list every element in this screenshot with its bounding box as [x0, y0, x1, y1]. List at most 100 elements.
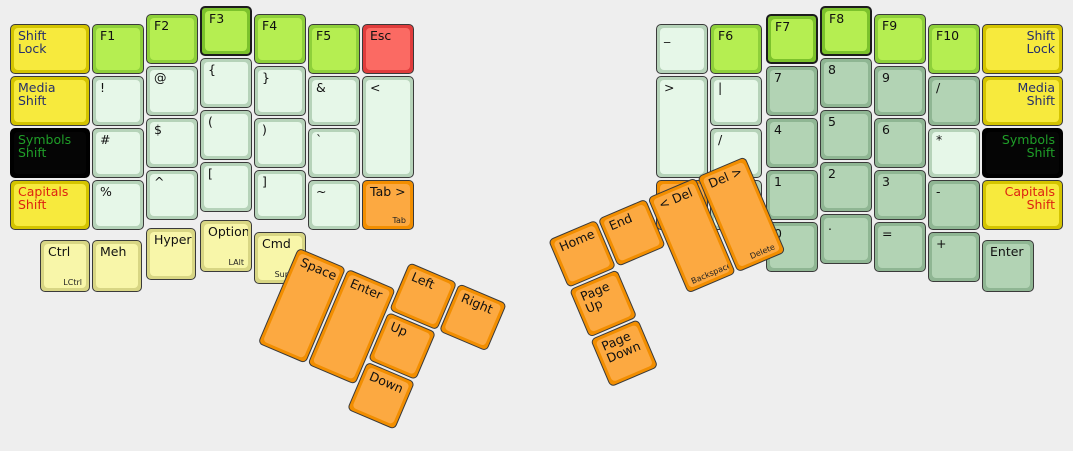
key-legend: 8: [828, 62, 836, 77]
key-key[interactable]: @: [146, 66, 198, 116]
key-key[interactable]: >: [656, 76, 708, 178]
key-shift-lock[interactable]: Shift Lock: [982, 24, 1063, 74]
key-7[interactable]: 7: [766, 66, 818, 116]
key-key[interactable]: ]: [254, 170, 306, 220]
key-legend: ): [262, 122, 267, 137]
key-symbols-shift[interactable]: Symbols Shift: [982, 128, 1063, 178]
key-f5[interactable]: F5: [308, 24, 360, 74]
key-key[interactable]: _: [656, 24, 708, 74]
keycap-surface: [: [204, 166, 248, 208]
key-f10[interactable]: F10: [928, 24, 980, 74]
key-key[interactable]: &: [308, 76, 360, 126]
keycap-surface: 6: [878, 122, 922, 164]
key-key[interactable]: #: [92, 128, 144, 178]
key-capitals-shift[interactable]: Capitals Shift: [982, 180, 1063, 230]
key-key[interactable]: $: [146, 118, 198, 168]
key-legend: Ctrl: [48, 244, 71, 259]
keycap-surface: %: [96, 184, 140, 226]
key-key[interactable]: [: [200, 162, 252, 212]
keycap-surface: Shift Lock: [14, 28, 86, 70]
key-3[interactable]: 3: [874, 170, 926, 220]
key-enter[interactable]: Enter: [982, 240, 1034, 292]
key-shift-lock[interactable]: Shift Lock: [10, 24, 90, 74]
keycap-surface: }: [258, 70, 302, 112]
key-f1[interactable]: F1: [92, 24, 144, 74]
key-legend: F2: [154, 18, 170, 33]
key-media-shift[interactable]: Media Shift: [10, 76, 90, 126]
key-key[interactable]: |: [710, 76, 762, 126]
keycap-surface: F5: [312, 28, 356, 70]
key-legend: Tab >: [370, 184, 406, 199]
key-meh[interactable]: Meh: [92, 240, 142, 292]
key-key[interactable]: !: [92, 76, 144, 126]
key-legend: >: [664, 80, 675, 95]
keycap-surface: Media Shift: [986, 80, 1059, 122]
key-legend: /: [718, 132, 723, 147]
key-f8[interactable]: F8: [820, 6, 872, 56]
key-4[interactable]: 4: [766, 118, 818, 168]
key-legend: Capitals Shift: [18, 184, 69, 212]
key-legend: Media Shift: [18, 80, 56, 108]
key-tab[interactable]: Tab > Tab: [362, 180, 414, 230]
key-legend: Meh: [100, 244, 127, 259]
key-esc[interactable]: Esc: [362, 24, 414, 74]
key-key[interactable]: -: [928, 180, 980, 230]
key-key[interactable]: {: [200, 58, 252, 108]
key-legend: Symbols Shift: [18, 132, 72, 160]
key-key[interactable]: <: [362, 76, 414, 178]
keycap-surface: ]: [258, 174, 302, 216]
key-key[interactable]: /: [928, 76, 980, 126]
key-key[interactable]: ~: [308, 180, 360, 230]
keycap-surface: Shift Lock: [986, 28, 1059, 70]
key-legend: End: [606, 210, 635, 234]
keycap-surface: >: [660, 80, 704, 174]
key-sublegend: LCtrl: [63, 278, 82, 287]
key-key[interactable]: .: [820, 214, 872, 264]
key-6[interactable]: 6: [874, 118, 926, 168]
key-f7[interactable]: F7: [766, 14, 818, 64]
key-f9[interactable]: F9: [874, 14, 926, 64]
key-legend: |: [718, 80, 723, 95]
key-key[interactable]: `: [308, 128, 360, 178]
key-8[interactable]: 8: [820, 58, 872, 108]
keycap-surface: &: [312, 80, 356, 122]
key-legend: Hyper: [154, 232, 192, 247]
keycap-surface: F4: [258, 18, 302, 60]
key-key[interactable]: (: [200, 110, 252, 160]
key-f6[interactable]: F6: [710, 24, 762, 74]
key-2[interactable]: 2: [820, 162, 872, 212]
key-5[interactable]: 5: [820, 110, 872, 160]
keycap-surface: 4: [770, 122, 814, 164]
key-1[interactable]: 1: [766, 170, 818, 220]
key-symbols-shift[interactable]: Symbols Shift: [10, 128, 90, 178]
key-f3[interactable]: F3: [200, 6, 252, 56]
key-ctrl[interactable]: Ctrl LCtrl: [40, 240, 90, 292]
key-legend: 4: [774, 122, 782, 137]
key-legend: -: [936, 184, 941, 199]
key-key[interactable]: }: [254, 66, 306, 116]
key-key[interactable]: +: [928, 232, 980, 282]
key-key[interactable]: =: [874, 222, 926, 272]
keycap-surface: ^: [150, 174, 194, 216]
key-legend: .: [828, 218, 832, 233]
key-hyper[interactable]: Hyper: [146, 228, 196, 280]
key-f4[interactable]: F4: [254, 14, 306, 64]
key-media-shift[interactable]: Media Shift: [982, 76, 1063, 126]
key-legend: F8: [829, 11, 845, 26]
key-key[interactable]: ^: [146, 170, 198, 220]
key-key[interactable]: *: [928, 128, 980, 178]
key-option[interactable]: Option LAlt: [200, 220, 252, 272]
key-legend: ]: [262, 174, 267, 189]
key-legend: %: [100, 184, 112, 199]
keycap-surface: 9: [878, 70, 922, 112]
keycap-surface: ~: [312, 184, 356, 226]
keycap-surface: F3: [205, 11, 247, 51]
keycap-surface: 7: [770, 70, 814, 112]
key-f2[interactable]: F2: [146, 14, 198, 64]
keycap-surface: =: [878, 226, 922, 268]
key-key[interactable]: ): [254, 118, 306, 168]
key-capitals-shift[interactable]: Capitals Shift: [10, 180, 90, 230]
keycap-surface: 3: [878, 174, 922, 216]
key-key[interactable]: %: [92, 180, 144, 230]
key-9[interactable]: 9: [874, 66, 926, 116]
